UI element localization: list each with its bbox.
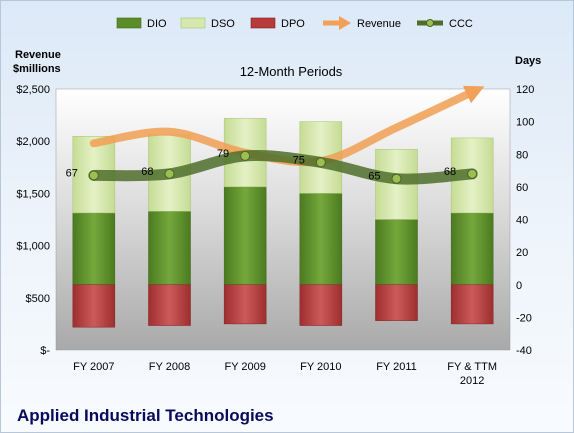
plot-area [55,88,511,351]
category-label: FY 2010 [300,361,341,373]
left-axis-label-line1: Revenue [15,49,61,61]
bar-dio [72,212,116,286]
company-name: Applied Industrial Technologies [17,406,274,425]
ccc-point [240,150,251,161]
bar-dio [450,212,494,286]
ccc-data-label: 75 [293,154,305,166]
bar-dio [299,193,343,285]
left-axis-ticks: $- $500 $1,000 $1,500 $2,000 $2,500 [16,84,50,357]
left-tick-label: $1,500 [16,188,50,200]
right-axis-label: Days [515,55,541,67]
bar-dpo [223,284,267,325]
ccc-point [467,168,478,179]
left-axis-label-line2: $millions [13,63,61,75]
bar-dpo [450,284,494,325]
category-label: 2012 [460,375,484,387]
legend: DIO DSO DPO Revenue CCC [116,16,473,30]
ccc-data-label: 68 [141,166,153,178]
ccc-data-labels: 67 68 79 75 65 68 [66,148,457,183]
category-label: FY 2009 [224,361,265,373]
category-label: FY 2008 [149,361,190,373]
right-tick-label: -20 [516,312,532,324]
bar-dio [148,211,191,285]
legend-label: DSO [211,18,235,30]
legend-swatch-arrowhead [339,16,351,30]
legend-label: CCC [449,18,473,30]
legend-swatch [116,17,142,29]
right-axis-ticks: -40 -20 0 20 40 60 80 100 120 [516,84,534,357]
left-tick-label: $500 [26,293,50,305]
right-tick-label: 0 [516,280,522,292]
legend-label: DPO [281,18,305,30]
ccc-data-label: 67 [66,167,78,179]
ccc-point [164,168,175,179]
ccc-point [391,173,402,184]
bar-dpo [299,284,343,326]
left-tick-label: $2,000 [16,136,50,148]
series-lines [88,85,485,185]
right-tick-label: 120 [516,84,534,96]
right-tick-label: -40 [516,345,532,357]
right-tick-label: 60 [516,182,528,194]
legend-label: DIO [147,18,167,30]
left-tick-label: $2,500 [16,84,50,96]
legend-label: Revenue [357,18,401,30]
ccc-data-label: 79 [217,148,229,160]
ccc-point [315,157,326,168]
category-labels: FY 2007 FY 2008 FY 2009 FY 2010 FY 2011 FY & … [73,361,497,387]
left-tick-label: $- [40,345,50,357]
bar-dio [375,219,418,285]
ccc-data-label: 68 [444,166,456,178]
right-tick-label: 100 [516,117,534,129]
legend-swatch [180,17,206,29]
category-label: FY 2007 [73,361,114,373]
right-tick-label: 20 [516,247,528,259]
bar-dpo [375,284,418,321]
right-tick-label: 80 [516,149,528,161]
right-tick-label: 40 [516,215,528,227]
bar-dpo [148,284,191,326]
ccc-point [88,170,99,181]
ccc-line [88,149,478,185]
category-label: FY 2011 [376,361,417,373]
bar-dpo [72,284,116,328]
ccc-data-label: 65 [368,171,380,183]
legend-swatch-marker [426,19,434,27]
chart-title: 12-Month Periods [240,64,343,79]
bar-dio [223,186,267,285]
left-tick-label: $1,000 [16,241,50,253]
legend-swatch [250,17,276,29]
category-label: FY & TTM [447,361,497,373]
